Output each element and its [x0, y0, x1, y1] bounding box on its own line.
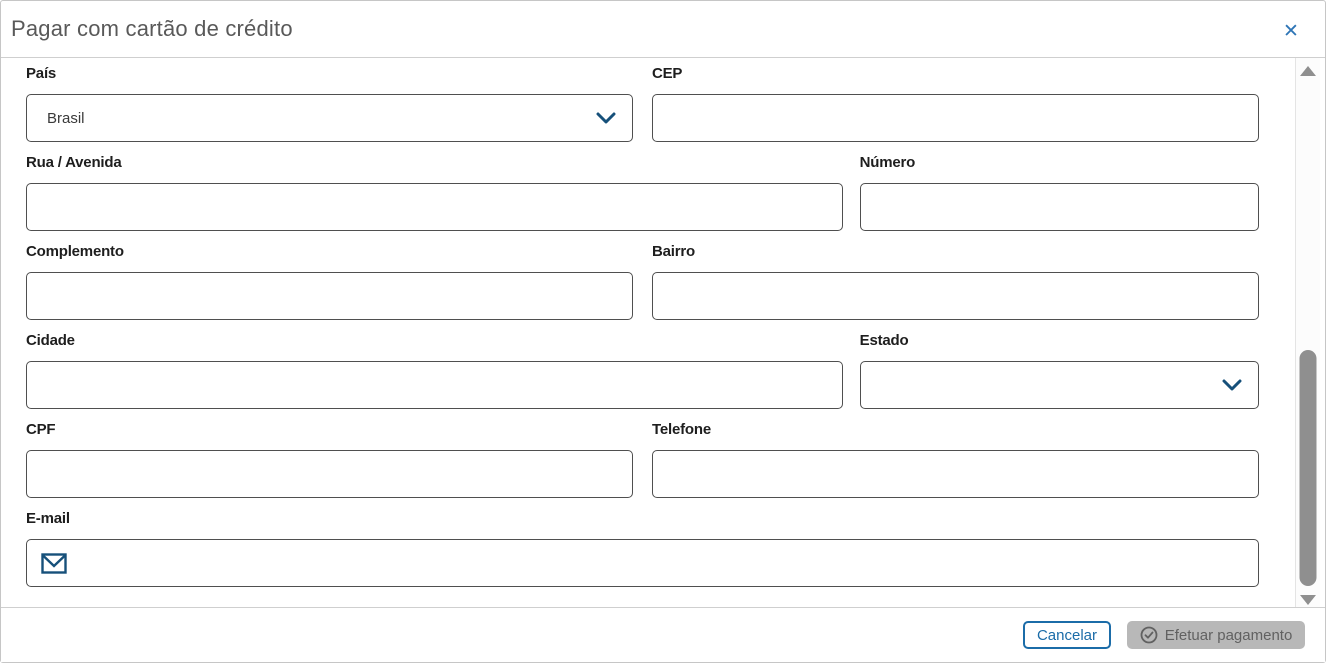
chevron-down-icon — [1222, 379, 1242, 391]
rua-input-box — [26, 183, 843, 231]
cidade-input[interactable] — [27, 362, 842, 408]
chevron-down-icon — [596, 112, 616, 124]
modal-title: Pagar com cartão de crédito — [11, 16, 293, 41]
cep-input-box — [652, 94, 1259, 142]
cpf-input[interactable] — [27, 451, 632, 497]
pais-label: País — [26, 65, 57, 82]
field-cep: CEP — [652, 66, 1259, 142]
cidade-label: Cidade — [26, 332, 75, 349]
field-telefone: Telefone — [652, 422, 1259, 498]
field-pais: País Brasil — [26, 66, 633, 142]
email-input[interactable] — [67, 540, 1258, 586]
envelope-icon — [41, 552, 67, 574]
field-numero: Número — [859, 154, 1259, 231]
rua-label: Rua / Avenida — [26, 154, 122, 171]
telefone-label: Telefone — [652, 421, 711, 438]
complemento-input[interactable] — [27, 273, 632, 319]
field-email: E-mail — [26, 511, 1259, 587]
cep-label: CEP — [652, 65, 683, 82]
cep-input[interactable] — [653, 95, 1258, 141]
telefone-input-box — [652, 450, 1259, 498]
estado-select[interactable] — [859, 361, 1259, 409]
form-row: Rua / Avenida Número — [26, 155, 1259, 231]
field-complemento: Complemento — [26, 244, 633, 320]
pais-selected-value: Brasil — [47, 109, 85, 127]
field-estado: Estado — [859, 332, 1259, 409]
email-label: E-mail — [26, 510, 70, 527]
submit-payment-button[interactable]: Efetuar pagamento — [1127, 621, 1305, 649]
cpf-input-box — [26, 450, 633, 498]
email-input-box — [26, 539, 1259, 587]
field-bairro: Bairro — [652, 244, 1259, 320]
numero-input-box — [859, 183, 1259, 231]
form-row: CPF Telefone — [26, 422, 1259, 498]
bairro-label: Bairro — [652, 243, 695, 260]
telefone-input[interactable] — [653, 451, 1258, 497]
form-row: Complemento Bairro — [26, 244, 1259, 320]
cancel-button-label: Cancelar — [1036, 626, 1097, 644]
form-row: País Brasil CEP — [26, 66, 1259, 142]
rua-input[interactable] — [27, 184, 842, 230]
pais-select[interactable]: Brasil — [26, 94, 633, 142]
check-circle-icon — [1140, 626, 1158, 644]
modal-footer: Cancelar Efetuar pagamento — [1, 607, 1325, 662]
complemento-input-box — [26, 272, 633, 320]
close-icon[interactable]: ✕ — [1279, 19, 1303, 43]
modal-header: Pagar com cartão de crédito ✕ — [1, 1, 1325, 58]
submit-button-label: Efetuar pagamento — [1164, 626, 1293, 644]
complemento-label: Complemento — [26, 243, 124, 260]
cidade-input-box — [26, 361, 843, 409]
scrollbar[interactable] — [1295, 58, 1320, 609]
bairro-input[interactable] — [653, 273, 1258, 319]
scrollbar-thumb[interactable] — [1299, 350, 1317, 586]
numero-input[interactable] — [860, 184, 1258, 230]
field-cidade: Cidade — [26, 333, 843, 409]
scroll-down-arrow-icon[interactable] — [1300, 595, 1316, 605]
field-cpf: CPF — [26, 422, 633, 498]
cancel-button[interactable]: Cancelar — [1022, 621, 1111, 649]
form-row: E-mail — [26, 511, 1259, 587]
bairro-input-box — [652, 272, 1259, 320]
form-row: Cidade Estado — [26, 333, 1259, 409]
payment-form: País Brasil CEP Rua / Avenida — [1, 58, 1325, 609]
scroll-up-arrow-icon[interactable] — [1300, 66, 1316, 76]
estado-label: Estado — [859, 332, 909, 349]
field-rua: Rua / Avenida — [26, 155, 843, 231]
cpf-label: CPF — [26, 421, 56, 438]
numero-label: Número — [859, 154, 916, 171]
